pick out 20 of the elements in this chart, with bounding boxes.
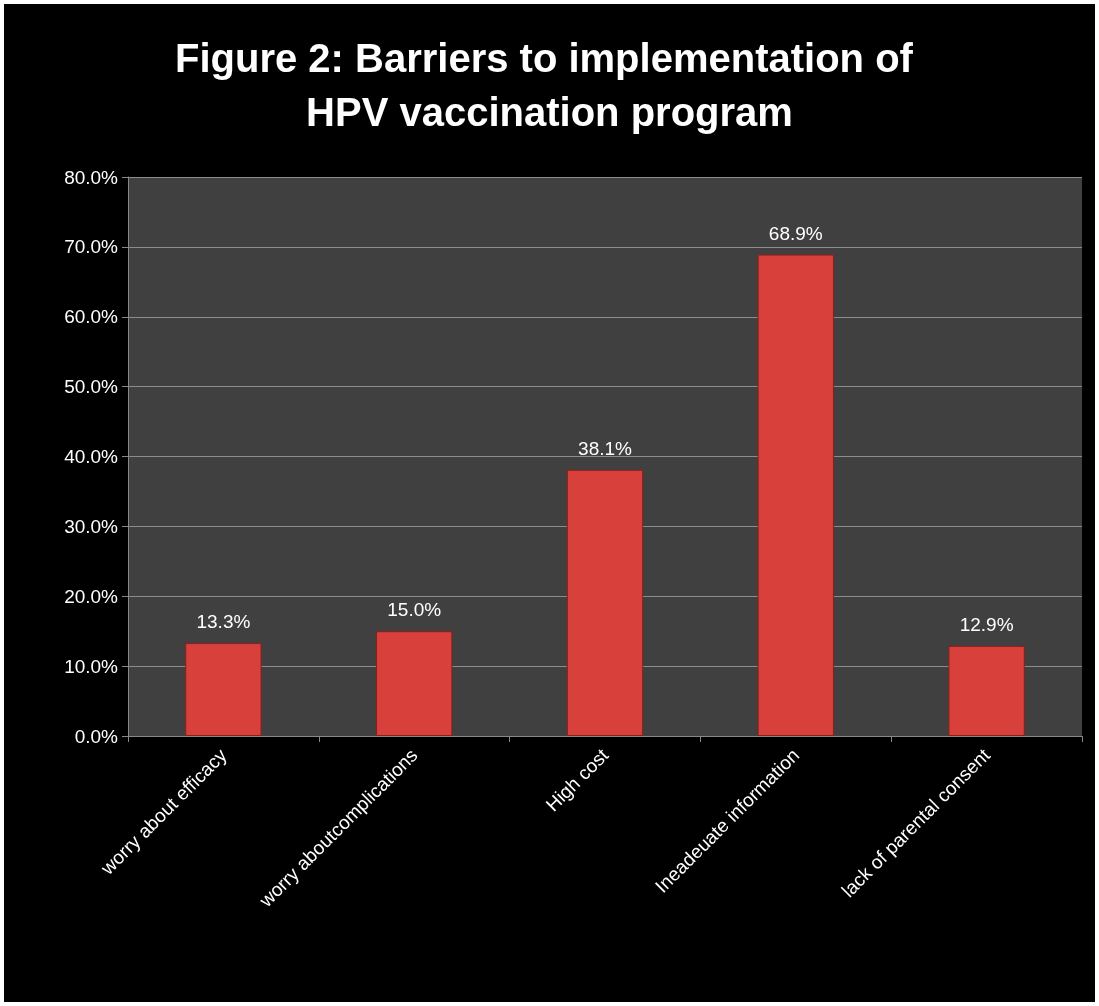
bar [948,645,1025,736]
chart-title: Figure 2: Barriers to implementation of HPV vaccination program [174,36,925,134]
y-tick-label: 50.0% [64,376,119,398]
bar [376,631,453,736]
data-label: 68.9% [768,222,823,244]
bar [757,254,834,736]
y-tick-label: 60.0% [64,306,119,328]
bar [185,643,262,736]
data-label: 13.3% [196,611,251,633]
data-label: 38.1% [578,437,633,459]
y-tick-label: 10.0% [64,655,119,677]
y-tick-label: 30.0% [64,515,119,537]
bar [566,469,644,736]
y-tick-label: 20.0% [64,585,119,607]
y-tick-label: 40.0% [64,446,119,467]
y-tick-label: 80.0% [64,166,119,188]
data-label: 15.0% [387,599,442,621]
data-label: 12.9% [959,613,1014,635]
y-tick-label: 0.0% [74,725,119,747]
y-tick-label: 70.0% [64,236,119,258]
